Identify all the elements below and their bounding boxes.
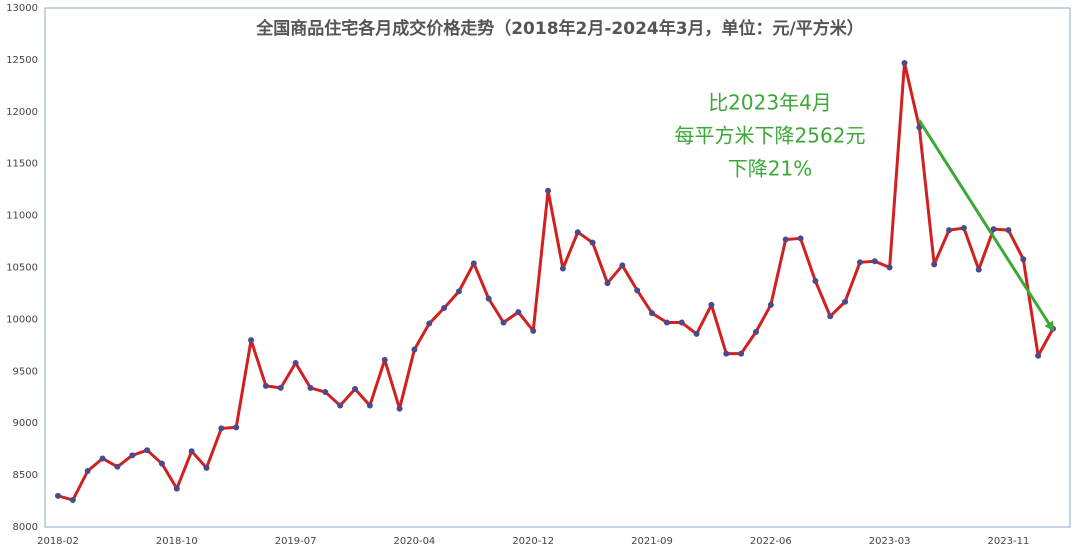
marker: [233, 424, 240, 431]
x-tick-label: 2021-09: [631, 536, 673, 547]
marker: [946, 227, 953, 234]
y-tick-label: 8000: [13, 522, 38, 533]
chart-title: 全国商品住宅各月成交价格走势（2018年2月-2024年3月，单位：元/平方米）: [255, 18, 864, 39]
marker: [589, 239, 596, 246]
marker: [1005, 227, 1012, 234]
marker: [574, 229, 581, 236]
marker: [69, 497, 76, 504]
marker: [144, 447, 151, 454]
y-tick-label: 10500: [6, 263, 38, 274]
x-tick-label: 2020-04: [394, 536, 436, 547]
x-tick-label: 2018-02: [37, 536, 79, 547]
marker: [396, 405, 403, 412]
marker: [856, 259, 863, 266]
marker: [262, 382, 269, 389]
marker: [960, 225, 967, 232]
marker: [322, 389, 329, 396]
annotation-arrow: [917, 119, 1055, 332]
marker: [559, 265, 566, 272]
y-tick-label: 9500: [13, 366, 38, 377]
marker: [84, 467, 91, 474]
x-tick-label: 2022-06: [750, 536, 792, 547]
marker: [916, 124, 923, 131]
marker: [277, 384, 284, 391]
marker: [337, 402, 344, 409]
plot-border: [44, 7, 1071, 528]
marker: [649, 310, 656, 317]
marker: [827, 313, 834, 320]
y-tick-label: 11000: [6, 211, 38, 222]
marker: [545, 187, 552, 194]
marker: [1035, 352, 1042, 359]
marker: [752, 328, 759, 335]
annotation: 比2023年4月: [708, 91, 832, 115]
marker: [203, 464, 210, 471]
marker: [901, 60, 908, 67]
marker: [931, 261, 938, 268]
marker: [990, 226, 997, 233]
y-tick-label: 13000: [6, 3, 38, 14]
marker: [634, 287, 641, 294]
marker: [381, 356, 388, 363]
marker: [470, 260, 477, 267]
marker: [307, 384, 314, 391]
marker: [352, 385, 359, 392]
marker: [173, 485, 180, 492]
marker: [663, 319, 670, 326]
y-tick-label: 9000: [13, 418, 38, 429]
x-tick-label: 2023-03: [869, 536, 911, 547]
marker: [723, 350, 730, 357]
marker: [366, 402, 373, 409]
marker: [738, 350, 745, 357]
marker: [55, 492, 61, 499]
x-tick-label: 2020-12: [512, 536, 554, 547]
y-tick-label: 10000: [6, 314, 38, 325]
marker: [619, 262, 626, 269]
marker: [708, 301, 715, 308]
marker: [485, 295, 492, 302]
x-tick-label: 2023-11: [988, 536, 1030, 547]
y-tick-label: 12500: [6, 55, 38, 66]
marker: [782, 236, 789, 243]
marker: [248, 337, 255, 344]
marker: [158, 460, 165, 467]
marker: [441, 304, 448, 311]
marker: [871, 258, 878, 265]
y-tick-label: 12000: [6, 107, 38, 118]
marker: [515, 309, 522, 316]
marker: [842, 298, 849, 305]
marker: [604, 280, 611, 287]
marker: [114, 463, 121, 470]
marker: [188, 448, 195, 455]
y-tick-label: 8500: [13, 470, 38, 481]
annotation: 每平方米下降2562元: [675, 124, 866, 148]
marker: [129, 452, 136, 459]
marker: [455, 288, 462, 295]
marker: [812, 277, 819, 284]
marker: [500, 319, 507, 326]
line: [57, 61, 1055, 502]
marker: [693, 330, 700, 337]
marker: [797, 235, 804, 242]
marker: [678, 319, 685, 326]
marker: [1020, 256, 1027, 263]
marker: [886, 264, 893, 271]
x-tick-label: 2018-10: [156, 536, 198, 547]
x-tick-label: 2019-07: [275, 536, 317, 547]
marker: [767, 301, 774, 308]
marker: [292, 359, 299, 366]
annotation: 下降21%: [728, 157, 812, 181]
marker: [411, 346, 418, 353]
marker: [218, 425, 225, 432]
marker: [99, 455, 106, 462]
marker: [426, 320, 433, 327]
marker: [530, 327, 537, 334]
y-tick-label: 11500: [6, 159, 38, 170]
marker: [975, 266, 982, 273]
